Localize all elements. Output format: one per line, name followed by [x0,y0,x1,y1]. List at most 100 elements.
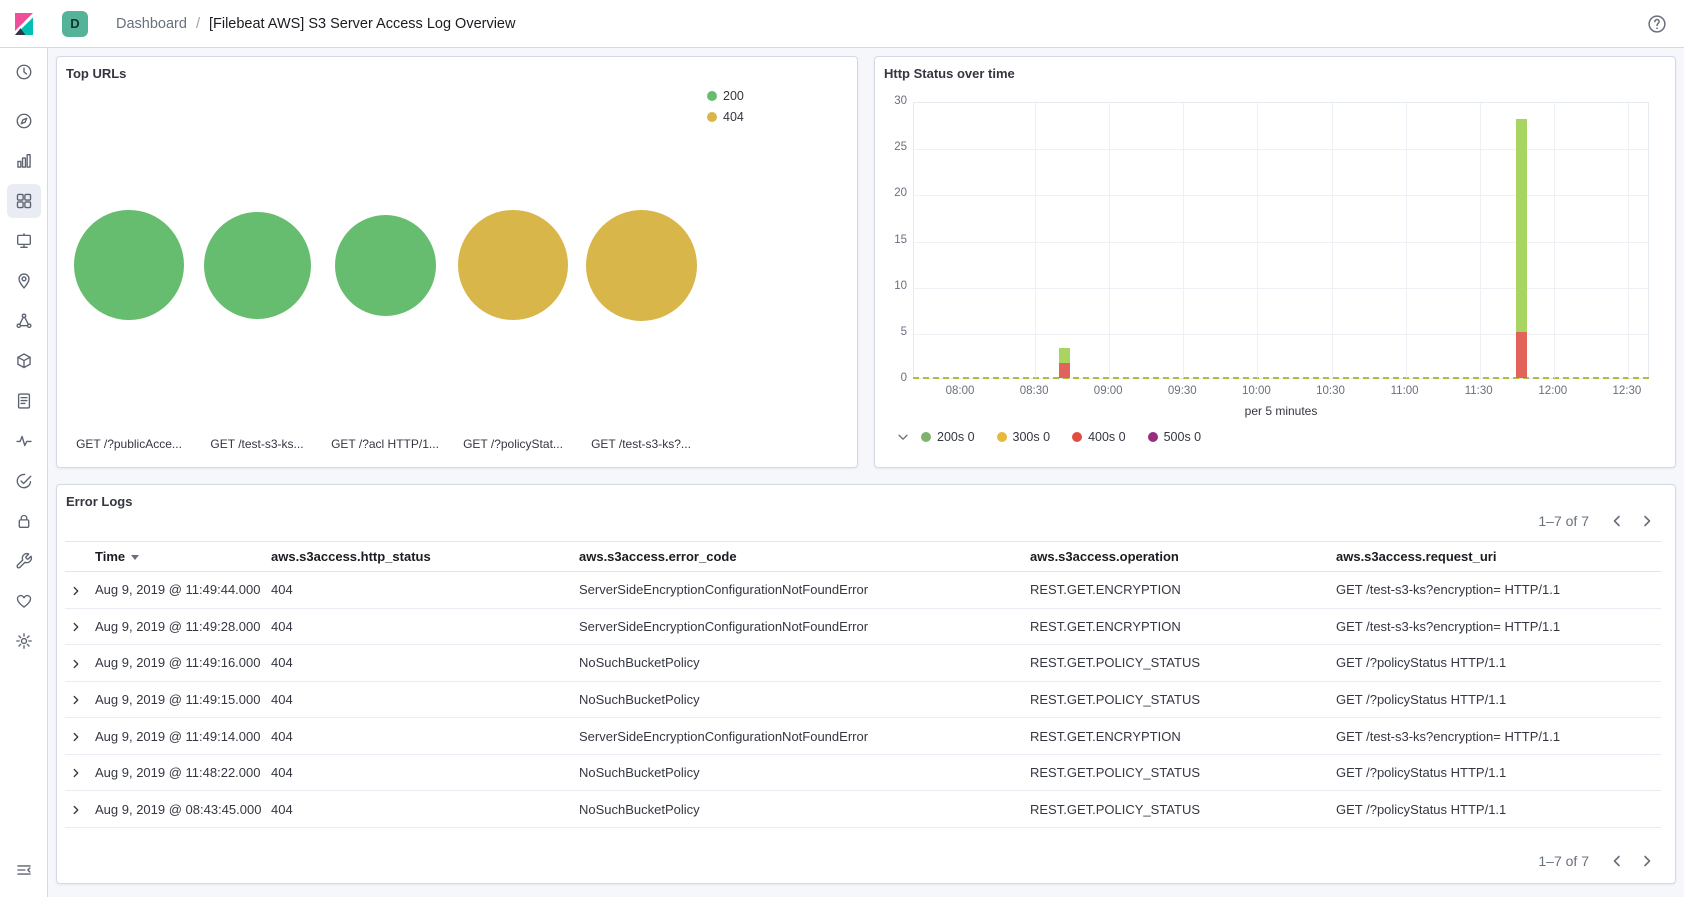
error-logs-body: Aug 9, 2019 @ 11:49:44.000 404 ServerSideE… [65,571,1661,828]
next-page-button[interactable] [1633,847,1661,875]
table-cell: GET /test-s3-ks?encryption= HTTP/1.1 [1332,571,1661,609]
sidebar-item-machine-learning[interactable] [7,304,41,338]
sidebar-item-management[interactable] [7,624,41,658]
table-cell: ServerSideEncryptionConfigurationNotFoun… [575,608,1026,646]
table-cell: REST.GET.ENCRYPTION [1026,608,1332,646]
x-axis-label: per 5 minutes [1244,404,1318,418]
infrastructure-icon [16,353,31,369]
table-cell: NoSuchBucketPolicy [575,754,1026,792]
expand-row-button[interactable] [65,754,91,792]
table-cell: REST.GET.ENCRYPTION [1026,571,1332,609]
sidebar-item-infrastructure[interactable] [7,344,41,378]
sidebar-item-dashboard[interactable] [6,184,41,218]
column-header-Time[interactable]: Time [91,541,267,572]
table-cell: Aug 9, 2019 @ 08:43:45.000 [91,790,267,828]
legend-dot [707,91,717,101]
table-cell: ServerSideEncryptionConfigurationNotFoun… [575,571,1026,609]
kibana-logo[interactable] [0,11,48,37]
http-status-chart: per 5 minutes 200s 0 300s 0 400s 0 500s 0 0… [875,57,1675,467]
sidebar [0,48,48,897]
x-axis-tick: 10:00 [1242,385,1271,397]
sidebar-item-maps[interactable] [7,264,41,298]
expand-row-button[interactable] [65,790,91,828]
legend-collapse-button[interactable] [895,429,911,445]
sidebar-item-logs[interactable] [7,384,41,418]
sidebar-item-stack-monitoring[interactable] [7,584,41,618]
breadcrumb-current: [Filebeat AWS] S3 Server Access Log Over… [208,15,516,32]
lock-icon [18,514,29,528]
next-page-button[interactable] [1633,507,1661,535]
sidebar-item-dev-tools[interactable] [7,544,41,578]
panel-title-http-status: Http Status over time [884,66,1015,81]
y-axis-tick: 15 [894,233,907,246]
bubble-label: GET /test-s3-ks?... [591,437,691,451]
column-header-label: Time [95,549,126,564]
pagination-label: 1–7 of 7 [1538,853,1589,869]
visualize-icon [16,154,31,168]
x-axis-tick: 08:00 [945,385,975,397]
expand-row-button[interactable] [65,644,91,682]
sidebar-item-apm[interactable] [7,424,41,458]
prev-page-button[interactable] [1603,507,1631,535]
bar-segment-200s[interactable] [1515,119,1527,332]
space-avatar[interactable]: D [62,10,88,37]
legend-label: 400s 0 [1088,430,1126,444]
sidebar-item-canvas[interactable] [7,224,41,258]
expand-row-button[interactable] [65,571,91,609]
bubble-404[interactable] [585,209,697,321]
prev-page-button[interactable] [1603,847,1631,875]
breadcrumb: Dashboard / [Filebeat AWS] S3 Server Acc… [116,16,515,32]
expand-row-button[interactable] [65,717,91,755]
expand-row-button[interactable] [65,681,91,719]
heart-icon [16,594,31,608]
panel-title-top-urls: Top URLs [66,66,127,81]
top-urls-bubbles: GET /?publicAcce... GET /test-s3-ks... GET… [57,57,857,467]
bar-segment-200s[interactable] [1058,348,1070,364]
table-cell: Aug 9, 2019 @ 11:49:15.000 [91,681,267,719]
sidebar-item-siem[interactable] [7,504,41,538]
sidebar-item-visualize[interactable] [7,144,41,178]
top-urls-legend: 200 404 [707,89,744,124]
sidebar-item-discover[interactable] [7,104,41,138]
legend-item-404[interactable]: 404 [707,110,744,124]
machine-learning-icon [15,313,32,329]
column-header-aws.s3access.request_uri[interactable]: aws.s3access.request_uri [1332,541,1661,572]
bar-segment-400s[interactable] [1058,363,1070,378]
table-cell: GET /?policyStatus HTTP/1.1 [1332,644,1661,682]
legend-dot [707,112,717,122]
x-axis-tick: 12:00 [1538,385,1568,397]
bar-segment-400s[interactable] [1515,331,1527,378]
expand-row-button[interactable] [65,608,91,646]
column-header-aws.s3access.error_code[interactable]: aws.s3access.error_code [575,541,1026,572]
legend-item-300s[interactable]: 300s 0 [996,430,1050,444]
legend-item-200s[interactable]: 200s 0 [921,430,975,444]
sidebar-item-recently-viewed[interactable] [7,55,41,89]
bubble-label: GET /?policyStat... [463,437,563,451]
bubble-200[interactable] [203,211,311,319]
bubble-200[interactable] [334,214,436,316]
chevron-right-icon [73,805,79,815]
chevron-right-icon [73,696,79,705]
bubble-404[interactable] [458,210,568,320]
legend-item-400s[interactable]: 400s 0 [1072,430,1126,444]
bubble-200[interactable] [74,210,184,320]
pagination-label: 1–7 of 7 [1538,513,1589,529]
breadcrumb-dashboard[interactable]: Dashboard [116,15,187,32]
legend-label: 500s 0 [1163,430,1202,444]
dashboard-icon [16,193,31,209]
column-header-aws.s3access.operation[interactable]: aws.s3access.operation [1026,541,1332,572]
table-row: Aug 9, 2019 @ 11:49:44.000 404 ServerSideE… [65,571,1661,609]
bubble-label: GET /?acl HTTP/1... [331,437,439,451]
y-axis-tick: 30 [894,95,907,107]
chevron-down-icon [898,434,908,440]
table-cell: NoSuchBucketPolicy [575,790,1026,828]
column-header-aws.s3access.http_status[interactable]: aws.s3access.http_status [267,541,575,572]
legend-item-200[interactable]: 200 [707,89,744,103]
help-button[interactable] [1646,13,1668,35]
panel-error-logs: Error Logs 1–7 of 7 Time aws.s3access.htt… [56,484,1676,884]
collapse-menu-button[interactable] [7,853,41,887]
gear-icon [15,633,32,649]
bubble-label: GET /?publicAcce... [76,437,182,451]
sidebar-item-uptime[interactable] [7,464,41,498]
legend-item-500s[interactable]: 500s 0 [1147,430,1202,444]
